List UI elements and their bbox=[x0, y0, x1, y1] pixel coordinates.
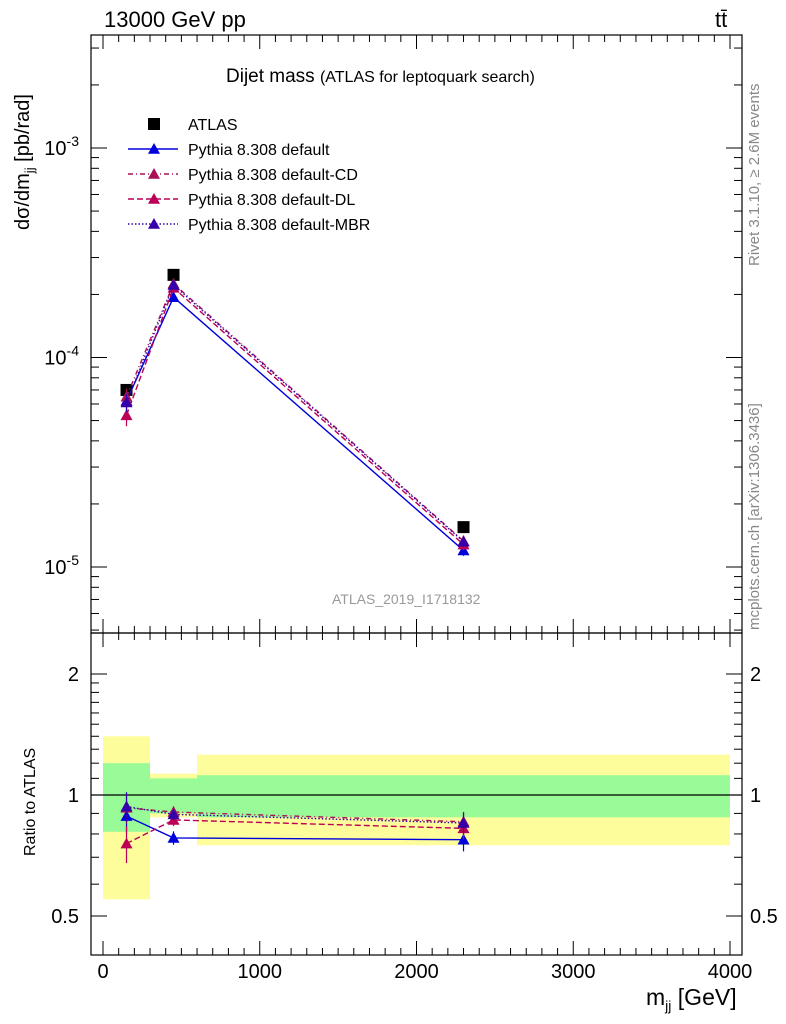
ratio-y-tick-label-right-0.5: 0.5 bbox=[750, 906, 778, 928]
series-line-pythia-8-308-default-mbr bbox=[125, 283, 464, 543]
ratio-y-tick-label-right-1: 1 bbox=[750, 785, 761, 807]
ratio-y-tick-label-left-1: 1 bbox=[68, 785, 79, 807]
ratio-point-pythia-8-308-default-mbr-2 bbox=[457, 816, 470, 828]
legend-label-atlas: ATLAS bbox=[188, 117, 238, 134]
data-point-pythia-8-308-default-mbr-1 bbox=[167, 278, 180, 290]
ratio-line-pythia-8-308-default-dl bbox=[126, 819, 464, 845]
legend-marker-pythia-8-308-default-dl bbox=[148, 193, 160, 204]
ratio-y-tick-label-left-2: 2 bbox=[68, 664, 79, 686]
legend-label-pythia-8-308-default-cd: Pythia 8.308 default-CD bbox=[188, 167, 358, 184]
legend-label-pythia-8-308-default-mbr: Pythia 8.308 default-MBR bbox=[188, 217, 370, 234]
ratio-plot-area bbox=[91, 736, 742, 900]
plot-frames: 0 1000 2000 3000 4000 10-5 10-4 10-3 0.5 0.5 1 1 2 2 bbox=[44, 34, 778, 983]
data-point-pythia-8-308-default-mbr-0 bbox=[120, 396, 133, 408]
ratio-point-pythia-8-308-default-1 bbox=[167, 831, 180, 843]
legend-label-pythia-8-308-default: Pythia 8.308 default bbox=[188, 142, 330, 159]
x-tick-label-4000: 4000 bbox=[708, 961, 753, 983]
header-final-state: tt̄ bbox=[715, 7, 728, 32]
series-line-pythia-8-308-default bbox=[125, 296, 464, 551]
x-axis-label: mjj [GeV] bbox=[646, 984, 737, 1014]
data-point-atlas-2 bbox=[457, 521, 470, 534]
ratio-inner-band-2 bbox=[197, 775, 731, 818]
data-point-pythia-8-308-default-mbr-2 bbox=[457, 535, 470, 547]
legend-marker-pythia-8-308-default-cd bbox=[148, 168, 160, 179]
chart-title-sub: (ATLAS for leptoquark search) bbox=[319, 69, 535, 86]
data-point-atlas-1 bbox=[167, 268, 180, 281]
x-tick-label-3000: 3000 bbox=[551, 961, 596, 983]
main-y-tick-label-2: 10-3 bbox=[44, 133, 79, 160]
ratio-y-tick-label-left-0.5: 0.5 bbox=[51, 906, 79, 928]
legend-marker-pythia-8-308-default-mbr bbox=[148, 218, 160, 229]
ratio-point-pythia-8-308-default-mbr-0 bbox=[120, 800, 133, 812]
ratio-y-tick-label-right-2: 2 bbox=[750, 664, 761, 686]
data-point-pythia-8-308-default-1 bbox=[167, 291, 180, 303]
ratio-point-pythia-8-308-default-mbr-1 bbox=[167, 808, 180, 820]
watermark-analysis-id: ATLAS_2019_I1718132 bbox=[332, 591, 481, 607]
main-y-tick-label-1: 10-4 bbox=[44, 343, 79, 370]
main-plot-area: ATLAS Pythia 8.308 default Pythia 8.308 de… bbox=[120, 117, 470, 556]
ratio-point-pythia-8-308-default-dl-0 bbox=[120, 837, 133, 849]
x-tick-label-1000: 1000 bbox=[238, 961, 283, 983]
data-point-pythia-8-308-default-dl-0 bbox=[120, 409, 133, 421]
chart-title-main: Dijet mass bbox=[226, 66, 315, 87]
series-line-pythia-8-308-default-cd bbox=[125, 282, 464, 542]
legend-marker-atlas bbox=[148, 118, 160, 130]
ratio-line-pythia-8-308-default-cd bbox=[126, 807, 464, 823]
main-y-tick-label-0: 10-5 bbox=[44, 552, 79, 579]
header-process: 13000 GeV pp bbox=[104, 7, 246, 32]
x-tick-label-2000: 2000 bbox=[394, 961, 439, 983]
legend-marker-pythia-8-308-default bbox=[148, 143, 160, 154]
legend-label-pythia-8-308-default-dl: Pythia 8.308 default-DL bbox=[188, 192, 355, 209]
chart-title: Dijet mass (ATLAS for leptoquark search) bbox=[226, 66, 535, 88]
x-tick-label-0: 0 bbox=[97, 961, 108, 983]
